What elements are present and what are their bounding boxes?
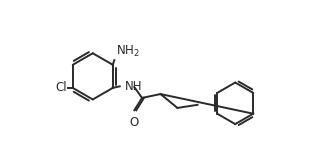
Text: Cl: Cl [56,81,68,94]
Text: O: O [129,116,138,129]
Text: NH: NH [125,80,143,93]
Text: NH$_2$: NH$_2$ [116,44,140,59]
